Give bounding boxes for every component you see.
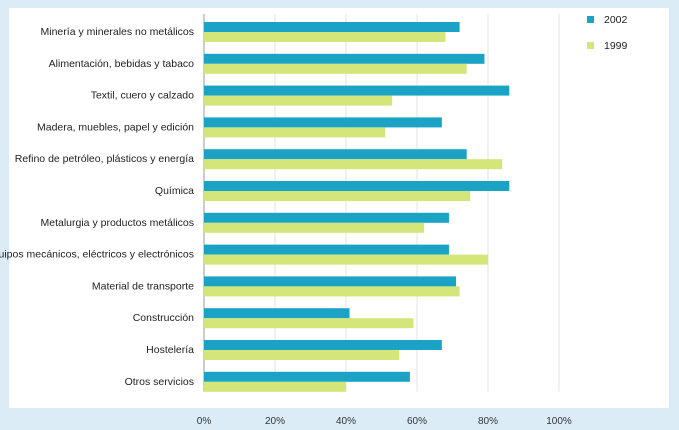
bar-2002 <box>204 213 449 223</box>
legend-label: 1999 <box>604 40 628 52</box>
x-tick-label: 100% <box>546 416 572 425</box>
category-label: Alimentación, bebidas y tabaco <box>49 58 194 70</box>
category-label: Material de transporte <box>92 280 194 292</box>
category-label: Química <box>155 185 194 197</box>
category-label: Textil, cuero y calzado <box>91 90 194 102</box>
x-tick-label: 0% <box>197 416 212 425</box>
category-label: Metalurgia y productos metálicos <box>41 217 195 229</box>
legend-swatch <box>587 42 594 49</box>
bar-2002 <box>204 54 484 64</box>
bar-1999 <box>204 159 502 169</box>
category-label: Madera, muebles, papel y edición <box>37 121 194 133</box>
bar-2002 <box>204 22 460 32</box>
category-label: Minería y minerales no metálicos <box>41 26 194 38</box>
bar-1999 <box>204 255 488 265</box>
bar-1999 <box>204 64 467 74</box>
bar-2002 <box>204 149 467 159</box>
bar-2002 <box>204 86 509 96</box>
bar-1999 <box>204 127 385 137</box>
x-tick-label: 80% <box>478 416 498 425</box>
bar-1999 <box>204 96 392 106</box>
bar-2002 <box>204 372 410 382</box>
x-tick-label: 60% <box>407 416 427 425</box>
bar-1999 <box>204 286 460 296</box>
bar-1999 <box>204 191 470 201</box>
bar-2002 <box>204 117 442 127</box>
category-label: Construcción <box>133 312 194 324</box>
x-tick-label: 40% <box>336 416 356 425</box>
bar-1999 <box>204 382 346 392</box>
bar-2002 <box>204 276 456 286</box>
category-label: Equipos mecánicos, eléctricos y electrón… <box>0 249 194 261</box>
bar-2002 <box>204 245 449 255</box>
bar-1999 <box>204 318 413 328</box>
bar-2002 <box>204 308 350 318</box>
bar-1999 <box>204 32 445 42</box>
category-label: Hostelería <box>146 344 194 356</box>
legend-swatch <box>587 16 594 23</box>
bar-2002 <box>204 340 442 350</box>
category-label: Otros servicios <box>125 376 194 388</box>
category-label: Refino de petróleo, plásticos y energía <box>15 153 194 165</box>
bar-2002 <box>204 181 509 191</box>
legend-label: 2002 <box>604 14 628 26</box>
x-tick-label: 20% <box>265 416 285 425</box>
bar-1999 <box>204 350 399 360</box>
bar-1999 <box>204 223 424 233</box>
